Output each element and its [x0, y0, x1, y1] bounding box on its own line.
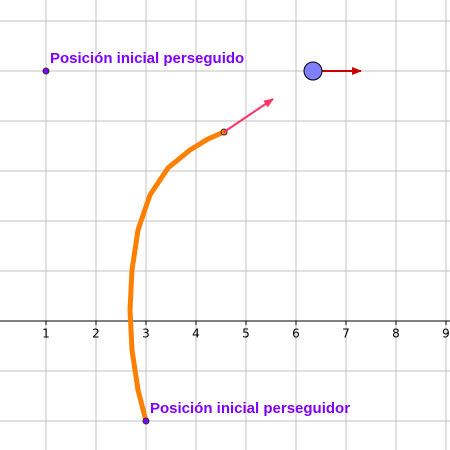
velocity-vector — [223, 98, 274, 133]
pursuit-curve — [127, 129, 227, 424]
x-tick-label: 8 — [392, 327, 400, 341]
x-tick-label: 3 — [142, 327, 150, 341]
x-tick-label: 6 — [292, 327, 300, 341]
x-tick-label: 7 — [342, 327, 350, 341]
target-point — [303, 61, 323, 81]
x-tick-label: 2 — [92, 327, 100, 341]
x-tick-label: 1 — [42, 327, 50, 341]
point-label: Posición inicial perseguidor — [150, 400, 350, 417]
point-label: Posición inicial perseguido — [50, 50, 244, 67]
start-point — [42, 67, 50, 75]
x-tick-label: 9 — [442, 327, 450, 341]
start-point — [142, 417, 150, 425]
x-tick-label: 5 — [242, 327, 250, 341]
x-tick-label: 4 — [192, 327, 200, 341]
